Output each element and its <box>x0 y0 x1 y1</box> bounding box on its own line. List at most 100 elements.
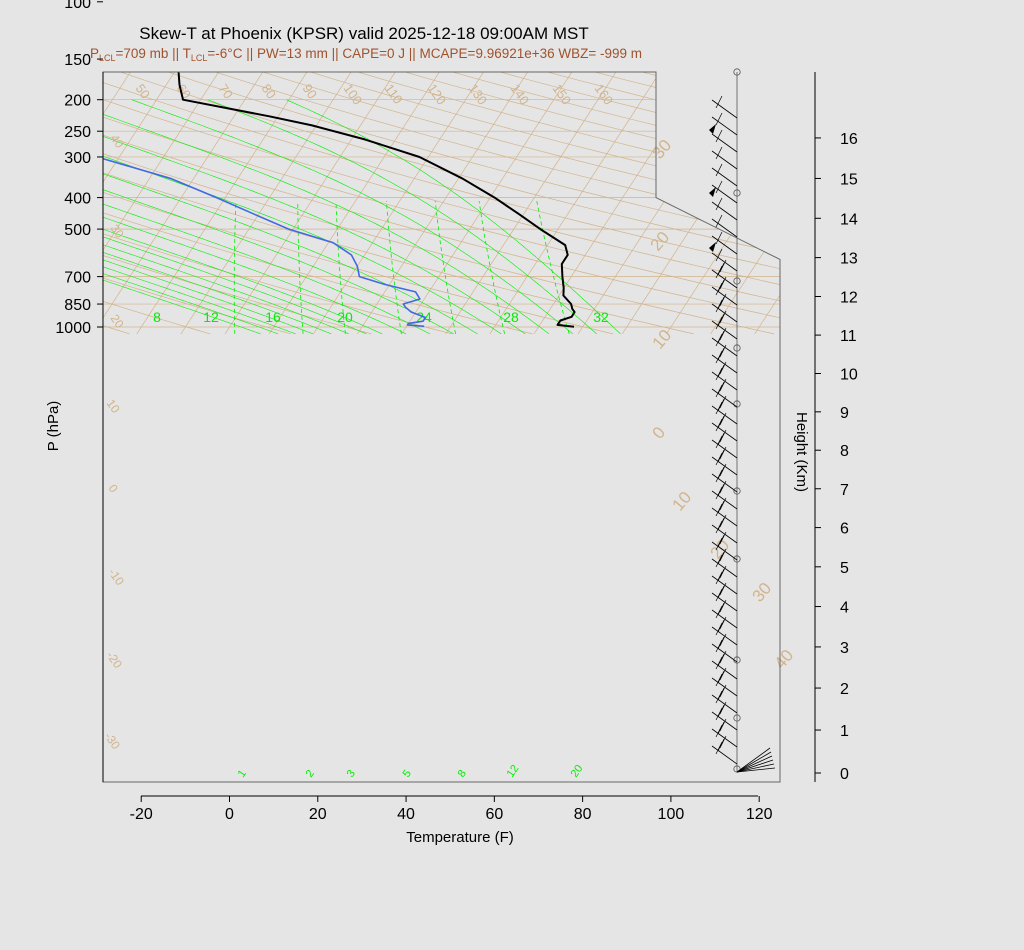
wind-barb-flag <box>719 701 727 715</box>
dry-adiabat <box>103 72 694 335</box>
wind-barb-flag <box>715 248 723 262</box>
isotherm <box>533 72 751 335</box>
moist-adiabat <box>103 99 332 335</box>
wind-barb-flag <box>717 313 725 327</box>
wind-pennant <box>709 242 716 252</box>
x-tick-label: 20 <box>309 806 327 823</box>
height-tick-label: 2 <box>840 681 849 698</box>
wind-barb-flag <box>715 435 723 449</box>
isotherm <box>489 72 707 335</box>
dry-adiabat <box>103 72 372 335</box>
height-tick-label: 6 <box>840 521 849 538</box>
wind-barb-flag <box>717 534 725 548</box>
height-tick-label: 0 <box>840 766 849 783</box>
wind-barb <box>711 473 738 493</box>
wetbulb-label: 12 <box>203 309 219 325</box>
wind-barb-flag <box>719 718 727 732</box>
wind-level-circle <box>733 344 741 352</box>
height-tick-label: 9 <box>840 405 849 422</box>
mixing-ratio-label: 5 <box>401 768 414 780</box>
x-tick-label: 100 <box>658 806 685 823</box>
dry-adiabat <box>103 72 291 335</box>
wind-barb-flag <box>717 517 725 531</box>
height-tick-label: 10 <box>840 367 858 384</box>
wind-barb <box>711 592 738 612</box>
height-tick-label: 16 <box>840 131 858 148</box>
wind-barb-flag <box>717 449 725 463</box>
wind-barb <box>711 218 738 238</box>
wind-barb-flag <box>715 639 723 653</box>
moist-adiabat <box>103 99 526 335</box>
temperature-line <box>153 72 576 328</box>
wind-level-circle <box>733 765 741 773</box>
wind-barb-flag <box>715 656 723 670</box>
moist-adiabat <box>103 99 314 335</box>
wind-barb-flag <box>715 180 723 194</box>
wind-barb <box>711 354 738 374</box>
isotherm-label: 70 <box>216 81 237 101</box>
wind-level-circle <box>733 487 741 495</box>
wind-pennant <box>709 124 716 134</box>
moist-adiabat <box>103 99 279 335</box>
wind-barb-flag <box>717 483 725 497</box>
wind-barb <box>711 541 738 561</box>
wind-barb-flag <box>715 367 723 381</box>
wind-barb-flag <box>715 690 723 704</box>
dry-adiabat <box>103 72 211 335</box>
x-tick-label: 40 <box>397 806 415 823</box>
isotherm <box>103 72 221 335</box>
wind-barb-flag <box>719 276 727 290</box>
wind-barb <box>711 405 738 425</box>
surface-wind-barb <box>736 763 775 773</box>
wind-barb <box>711 626 738 646</box>
surface-wind-barb <box>736 767 776 773</box>
wind-barb-flag <box>719 599 727 613</box>
wind-level-circle <box>733 400 741 408</box>
mixing-ratio-label: 8 <box>456 768 469 780</box>
moist-adiabat <box>103 99 296 335</box>
moist-adiabat <box>103 99 550 335</box>
wind-barb <box>711 660 738 680</box>
wetbulb-label: 28 <box>503 309 519 325</box>
height-tick-label: 5 <box>840 560 849 577</box>
y2-axis-label: Height (Km) <box>793 412 810 492</box>
wind-barb-flag <box>719 514 727 528</box>
dry-adiabat <box>103 72 453 335</box>
wind-barb-flag <box>717 585 725 599</box>
x-tick-label: 0 <box>225 806 234 823</box>
wind-barb <box>711 439 738 459</box>
wind-barb <box>711 286 738 306</box>
dry-adiabat <box>103 72 533 335</box>
moist-adiabat <box>286 99 621 335</box>
wind-barb-flag <box>719 361 727 375</box>
y-axis-label: P (hPa) <box>45 401 62 452</box>
surface-wind-barb <box>736 747 771 773</box>
wetbulb-label: 16 <box>265 309 281 325</box>
wind-barb-flag <box>717 262 725 276</box>
wind-barb-flag <box>717 330 725 344</box>
y-tick-label: 250 <box>64 124 91 141</box>
wind-barb-flag <box>719 735 727 749</box>
wind-barb <box>711 201 738 221</box>
wind-barb-flag <box>717 619 725 633</box>
wetbulb-label: 32 <box>593 309 609 325</box>
isotherm <box>103 72 309 335</box>
wind-barb-flag <box>717 636 725 650</box>
wind-barb <box>711 184 738 204</box>
y-tick-label: 850 <box>64 297 91 314</box>
wind-barb-flag <box>717 551 725 565</box>
wind-barb-flag <box>719 667 727 681</box>
isotherm-label: 50 <box>133 81 154 101</box>
wind-barb-flag <box>717 347 725 361</box>
wind-barb-flag <box>715 452 723 466</box>
wind-barb-flag <box>719 548 727 562</box>
wind-barb <box>711 643 738 663</box>
wind-barb-flag <box>717 415 725 429</box>
wind-barb-flag <box>715 95 723 109</box>
wind-barb-flag <box>715 231 723 245</box>
x-tick-label: 80 <box>574 806 592 823</box>
isotherm-label: 90 <box>300 81 321 101</box>
x-tick-label: -20 <box>130 806 153 823</box>
